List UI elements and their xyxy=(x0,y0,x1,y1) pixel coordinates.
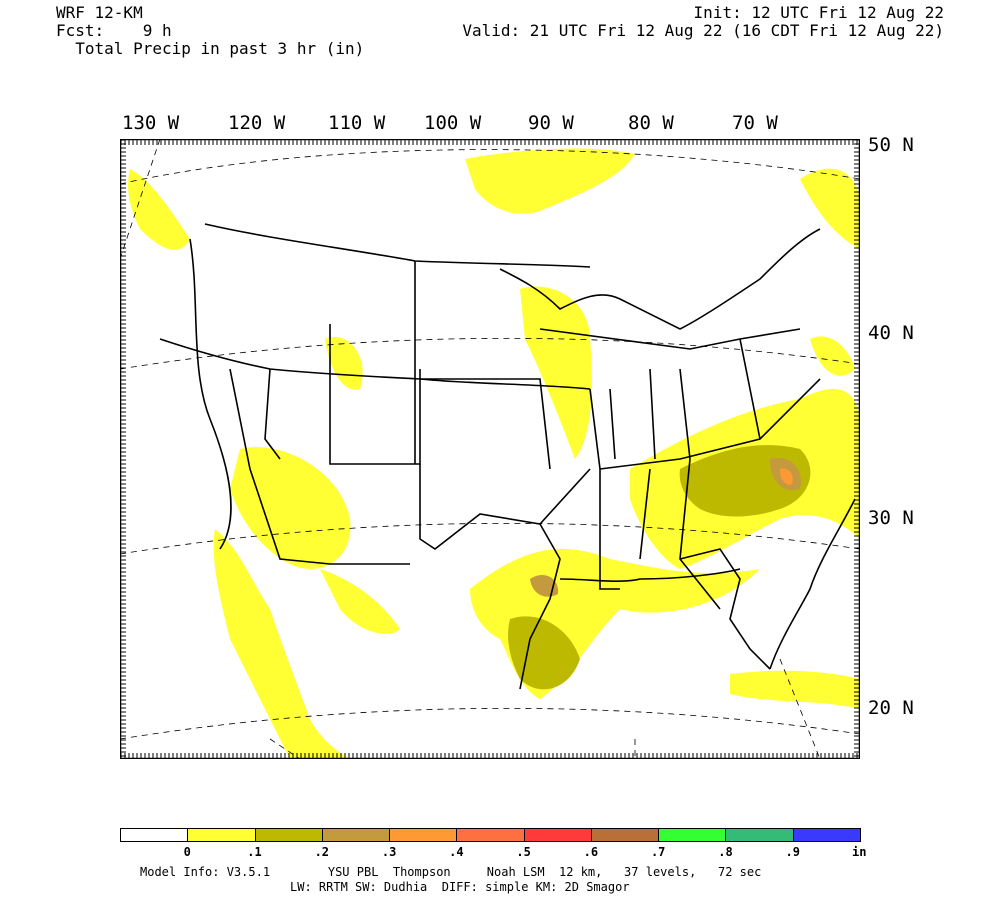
init-time: Init: 12 UTC Fri 12 Aug 22 xyxy=(693,3,944,22)
legend-swatch-7 xyxy=(590,828,660,842)
lon-label-80w: 80 W xyxy=(628,112,674,134)
precip-map xyxy=(120,139,860,759)
boundaries xyxy=(159,223,856,690)
model-title: WRF 12-KM xyxy=(56,3,143,22)
legend-swatch-2 xyxy=(254,828,323,842)
lon-label-100w: 100 W xyxy=(424,112,482,134)
legend-swatch-10 xyxy=(792,828,861,842)
lon-label-120w: 120 W xyxy=(228,112,286,134)
lat-label-50n: 50 N xyxy=(868,134,914,156)
fcst-label: Fcst: xyxy=(56,21,105,40)
legend-tick-label: .9 xyxy=(785,845,800,859)
legend-tick-label: .5 xyxy=(516,845,531,859)
lon-label-110w: 110 W xyxy=(328,112,386,134)
header-left: WRF 12-KM Fcst: 9 h Total Precip in past… xyxy=(56,4,364,58)
graticule xyxy=(120,139,860,759)
lon-label-130w: 130 W xyxy=(122,112,180,134)
legend-tick-label: .2 xyxy=(314,845,330,859)
model-info-line2: LW: RRTM SW: Dudhia DIFF: simple KM: 2D … xyxy=(290,880,630,894)
fcst-value: 9 h xyxy=(142,21,172,40)
precip-shading xyxy=(128,148,860,759)
model-info-line1: Model Info: V3.5.1 YSU PBL Thompson Noah… xyxy=(140,865,762,879)
lat-label-40n: 40 N xyxy=(868,322,914,344)
legend-swatch-3 xyxy=(321,828,391,842)
legend-unit: in xyxy=(852,845,867,859)
legend-swatch-8 xyxy=(658,828,727,842)
legend-swatch-4 xyxy=(389,828,458,842)
legend-swatch-5 xyxy=(456,828,525,842)
legend-swatch-0 xyxy=(120,828,189,842)
legend-swatch-1 xyxy=(187,828,256,842)
legend-tick-label: .8 xyxy=(718,845,733,859)
legend-swatch-6 xyxy=(523,828,592,842)
lat-label-30n: 30 N xyxy=(868,507,914,529)
legend-tick-label: .1 xyxy=(247,845,262,859)
field-title: Total Precip in past 3 hr (in) xyxy=(75,39,365,58)
legend-tick-label: .4 xyxy=(449,845,464,859)
legend-tick-label: .7 xyxy=(650,845,666,859)
valid-time: Valid: 21 UTC Fri 12 Aug 22 (16 CDT Fri … xyxy=(462,21,944,40)
color-legend xyxy=(120,828,861,844)
legend-tick-label: .3 xyxy=(381,845,397,859)
legend-swatch-9 xyxy=(725,828,794,842)
lat-label-20n: 20 N xyxy=(868,697,914,719)
legend-tick-label: 0 xyxy=(183,845,191,859)
legend-tick-label: .6 xyxy=(583,845,599,859)
lon-label-70w: 70 W xyxy=(732,112,778,134)
header-right: Init: 12 UTC Fri 12 Aug 22 Valid: 21 UTC… xyxy=(462,4,944,40)
lon-label-90w: 90 W xyxy=(528,112,574,134)
